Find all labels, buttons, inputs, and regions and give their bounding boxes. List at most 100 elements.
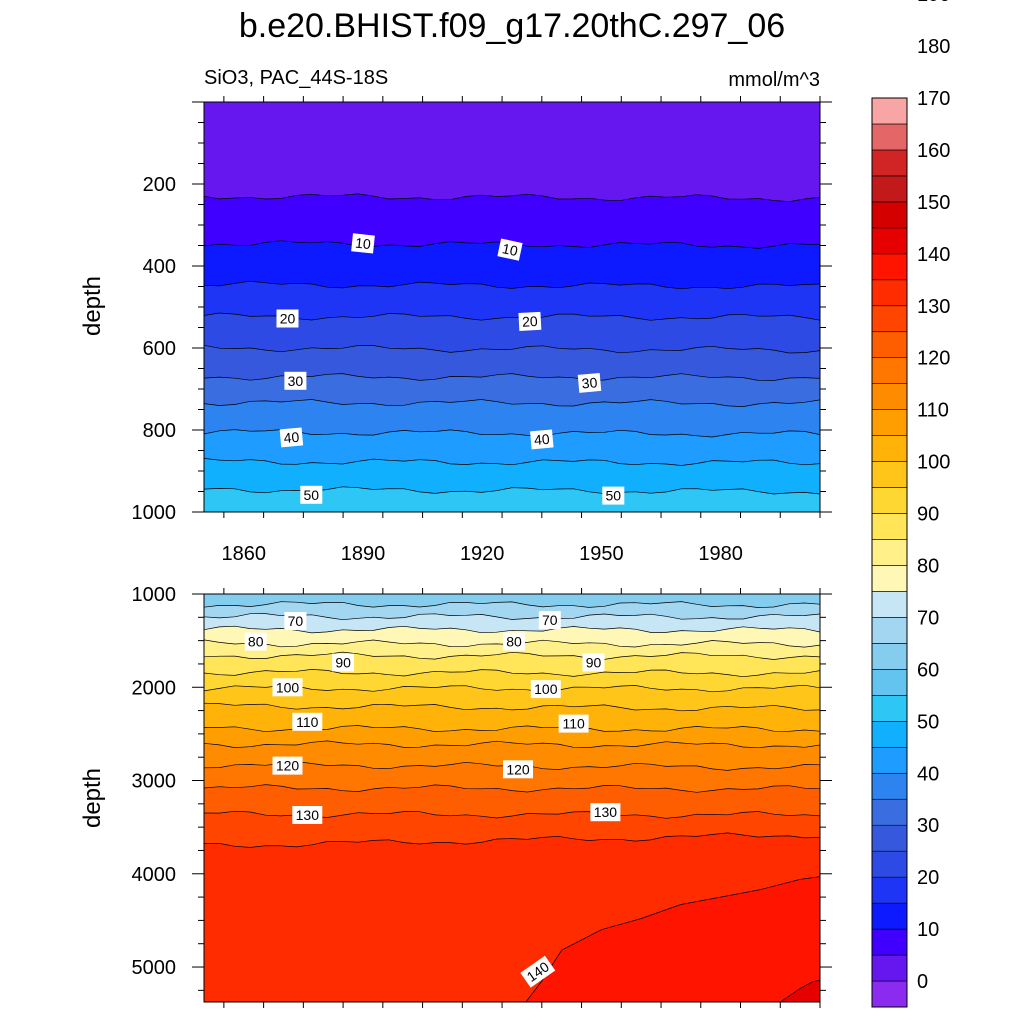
colorbar-swatch xyxy=(871,617,908,644)
contour-label: 100 xyxy=(272,678,303,697)
colorbar-label: 70 xyxy=(917,607,939,629)
contour-label-text: 10 xyxy=(501,240,520,259)
colorbar-swatch xyxy=(871,746,908,774)
contour-label-text: 30 xyxy=(288,373,304,389)
contour-band xyxy=(204,486,820,512)
contour-label: 100 xyxy=(530,680,561,699)
colorbar-swatch xyxy=(871,253,908,281)
y-axis-title: depth xyxy=(79,276,106,336)
colorbar-swatch xyxy=(871,772,908,800)
y-tick-label: 4000 xyxy=(132,864,177,886)
contour-line xyxy=(204,373,820,381)
contour-label: 130 xyxy=(292,806,323,824)
contour-line xyxy=(204,651,820,660)
contour-label: 110 xyxy=(558,714,589,733)
colorbar-swatch xyxy=(871,513,908,540)
colorbar-swatch xyxy=(871,539,908,566)
colorbar-label: 130 xyxy=(917,296,950,318)
colorbar-label: 60 xyxy=(917,659,939,681)
colorbar-swatch xyxy=(871,331,908,359)
contour-label-text: 120 xyxy=(506,761,530,777)
contour-label: 20 xyxy=(276,309,299,328)
contour-label-text: 130 xyxy=(296,807,320,823)
contour-label: 130 xyxy=(590,803,621,822)
colorbar-swatch xyxy=(871,591,908,618)
variable-region-label: SiO3, PAC_44S-18S xyxy=(204,67,388,89)
colorbar-swatch xyxy=(871,409,908,436)
colorbar-swatch xyxy=(871,305,908,333)
y-tick-label: 400 xyxy=(143,256,176,278)
contour-label: 30 xyxy=(577,372,602,393)
contour-label-text: 20 xyxy=(280,311,296,327)
colorbar-swatch xyxy=(871,721,908,748)
colorbar-label: 90 xyxy=(917,504,939,526)
contour-band-deepest xyxy=(779,979,820,1002)
plot-frame xyxy=(203,593,821,1003)
colorbar-swatch xyxy=(871,643,908,670)
units-label: mmol/m^3 xyxy=(728,69,820,91)
colorbar-label: 0 xyxy=(917,971,928,993)
colorbar-label: 30 xyxy=(917,815,939,837)
colorbar-swatch xyxy=(871,201,908,229)
contour-label-text: 20 xyxy=(522,313,539,330)
contour-line xyxy=(204,344,820,354)
contour-label-text: 90 xyxy=(335,655,351,671)
colorbar-label: 50 xyxy=(917,711,939,733)
colorbar-swatch xyxy=(871,928,908,956)
colorbar-swatch xyxy=(871,357,908,384)
colorbar-swatch xyxy=(871,487,908,514)
contour-label-text: 80 xyxy=(506,634,522,650)
contour-band-deep xyxy=(525,876,820,1002)
colorbar-swatch xyxy=(871,798,908,826)
colorbar-label: 160 xyxy=(917,140,950,162)
contour-label: 40 xyxy=(279,427,304,448)
y-tick-label: 600 xyxy=(143,338,176,360)
colorbar-swatch xyxy=(871,954,908,982)
y-tick-label: 1000 xyxy=(132,584,177,606)
colorbar-swatch xyxy=(871,902,908,930)
colorbar-swatch xyxy=(871,695,908,722)
contour-line xyxy=(204,784,820,793)
colorbar-swatch xyxy=(871,149,908,177)
x-tick-label: 1890 xyxy=(341,543,386,565)
colorbar-swatch xyxy=(871,980,908,1008)
contour-label: 10 xyxy=(351,233,375,254)
contour-label: 90 xyxy=(582,653,605,672)
contour-label: 90 xyxy=(332,653,355,672)
contour-label-text: 100 xyxy=(276,679,300,695)
contour-label: 70 xyxy=(538,611,561,630)
contour-label: 40 xyxy=(530,429,554,450)
y-tick-label: 1000 xyxy=(132,502,177,524)
y-tick-label: 800 xyxy=(143,420,176,442)
y-tick-label: 3000 xyxy=(132,771,177,793)
contour-label-text: 100 xyxy=(534,681,558,697)
colorbar-label: 180 xyxy=(917,36,950,58)
colorbar-swatch xyxy=(871,227,908,255)
contour-label-text: 120 xyxy=(276,758,300,774)
colorbar-label: 170 xyxy=(917,88,950,110)
colorbar-swatch xyxy=(871,461,908,488)
contour-line xyxy=(204,740,820,749)
contour-label: 30 xyxy=(284,371,307,390)
contour-line xyxy=(204,429,820,438)
contour-line xyxy=(204,193,820,202)
x-tick-label: 1860 xyxy=(221,543,266,565)
y-tick-label: 200 xyxy=(143,174,176,196)
contour-label-text: 10 xyxy=(354,235,371,253)
contour-label: 10 xyxy=(497,238,523,261)
colorbar-label: 40 xyxy=(917,763,939,785)
contour-label-text: 40 xyxy=(533,431,550,448)
colorbar-swatch xyxy=(871,435,908,462)
contour-label-text: 110 xyxy=(296,714,319,730)
contour-label-text: 80 xyxy=(248,634,264,650)
colorbar-swatch xyxy=(871,824,908,852)
contour-label-text: 30 xyxy=(581,374,598,391)
contour-label: 20 xyxy=(518,311,542,331)
y-axis-title: depth xyxy=(79,768,106,828)
contour-line xyxy=(204,280,820,290)
contour-label: 50 xyxy=(602,486,625,505)
colorbar-swatch xyxy=(871,876,908,904)
contour-label: 120 xyxy=(503,760,533,779)
contour-line xyxy=(204,669,820,678)
